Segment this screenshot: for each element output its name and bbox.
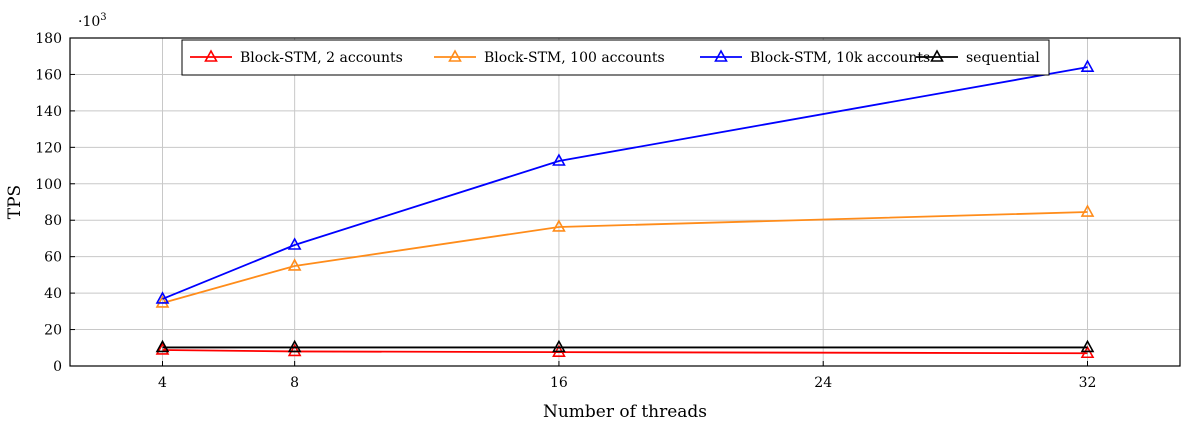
y-tick-label: 40 xyxy=(44,286,62,302)
y-axis-label: TPS xyxy=(5,185,25,219)
data-point-marker xyxy=(287,237,302,250)
series-3 xyxy=(155,339,1095,353)
y-tick-label: 180 xyxy=(35,31,62,47)
y-tick-label: 60 xyxy=(44,250,62,266)
x-tick-label: 24 xyxy=(814,375,832,391)
data-point-marker xyxy=(1080,339,1095,353)
data-point-marker xyxy=(552,339,566,353)
data-point-marker xyxy=(155,342,170,355)
data-point-marker xyxy=(155,339,170,353)
y-tick-label: 20 xyxy=(44,323,62,339)
legend-marker-icon xyxy=(714,49,728,62)
y-tick-label: 0 xyxy=(53,359,62,375)
x-tick-label: 16 xyxy=(550,375,568,391)
y-multiplier: ·103 xyxy=(78,12,107,30)
data-point-marker xyxy=(552,219,566,232)
data-point-marker xyxy=(1080,59,1095,72)
legend-marker-icon xyxy=(448,49,462,62)
x-tick-label: 4 xyxy=(158,375,167,391)
y-tick-label: 120 xyxy=(35,140,62,156)
y-tick-label: 80 xyxy=(44,213,62,229)
legend: Block-STM, 2 accounts Block-STM, 100 acco… xyxy=(181,39,1050,76)
data-point-marker xyxy=(1080,345,1095,359)
data-point-marker xyxy=(155,291,170,304)
x-axis-label: Number of threads xyxy=(543,402,707,422)
series-line xyxy=(162,66,1088,300)
data-point-marker xyxy=(287,343,302,357)
legend-label: Block-STM, 10k accounts xyxy=(750,50,930,66)
legend-box xyxy=(181,39,1050,76)
x-tick-label: 32 xyxy=(1079,375,1097,391)
series-line xyxy=(162,211,1088,304)
legend-marker-icon xyxy=(204,49,218,62)
data-point-marker xyxy=(287,339,302,353)
series-2 xyxy=(155,59,1095,304)
series-1 xyxy=(155,204,1095,308)
tick-labels: 4 8 16 24 32 0 20 40 60 80 100 120 140 160 180 xyxy=(35,31,1096,391)
data-point-marker xyxy=(552,153,566,166)
y-tick-label: 140 xyxy=(35,104,62,120)
series-line xyxy=(162,349,1088,355)
legend-item: Block-STM, 10k accounts xyxy=(700,49,930,66)
data-point-marker xyxy=(1080,204,1095,217)
x-tick-label: 8 xyxy=(290,375,299,391)
plot-frame xyxy=(69,37,1181,367)
y-tick-label: 100 xyxy=(35,177,62,193)
series-lines xyxy=(155,59,1095,359)
legend-item: Block-STM, 100 accounts xyxy=(434,49,665,66)
y-tick-label: 160 xyxy=(35,67,62,83)
legend-label: Block-STM, 100 accounts xyxy=(484,50,665,66)
legend-marker-icon xyxy=(930,49,944,62)
legend-label: sequential xyxy=(966,50,1040,66)
legend-item: Block-STM, 2 accounts xyxy=(190,49,403,66)
data-point-marker xyxy=(155,295,170,308)
data-point-marker xyxy=(287,258,302,271)
legend-item: sequential xyxy=(916,49,1040,66)
legend-label: Block-STM, 2 accounts xyxy=(240,50,403,66)
grid xyxy=(70,37,1180,367)
